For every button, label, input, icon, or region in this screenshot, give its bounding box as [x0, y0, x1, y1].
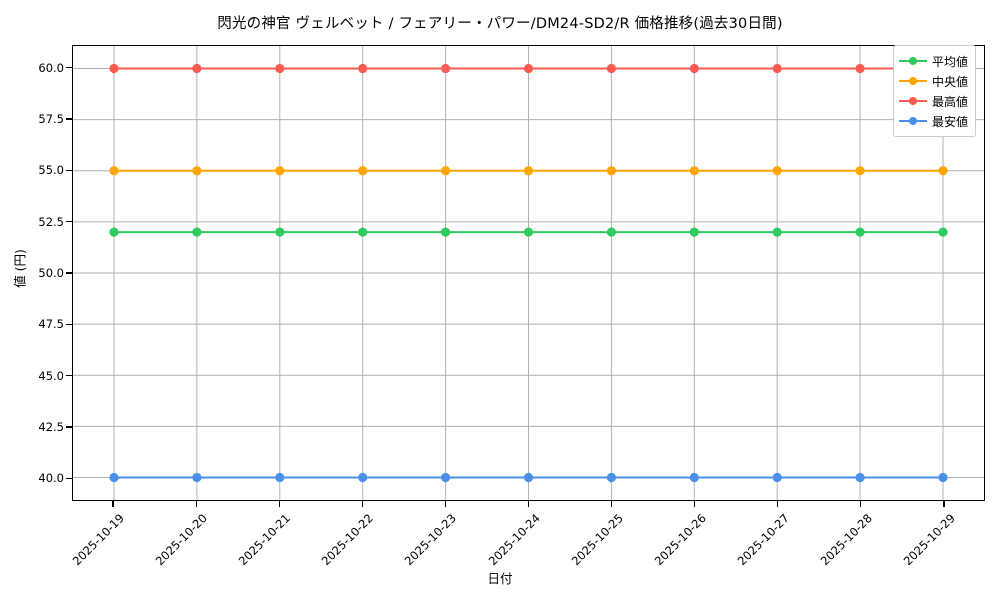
y-axis-tick-mark [66, 118, 72, 120]
y-axis-tick-labels: 40.0 42.5 45.0 47.5 50.0 52.5 55.0 57.5 60.0 [0, 45, 64, 501]
y-axis-tick-mark [66, 426, 72, 428]
data-point-marker [772, 227, 782, 237]
legend-item-label: 中央値 [932, 74, 969, 89]
x-axis-tick-mark [444, 501, 446, 507]
x-axis-tick-mark [112, 501, 114, 507]
x-axis-tick-mark [195, 501, 197, 507]
data-point-marker [855, 63, 865, 74]
y-axis-tick-label: 52.5 [38, 214, 64, 229]
y-axis-tick-label: 47.5 [38, 317, 64, 332]
legend-swatch-icon [899, 115, 927, 127]
y-axis-tick-mark [66, 272, 72, 274]
data-point-marker [275, 472, 285, 483]
data-point-marker [109, 63, 119, 74]
chart-legend[interactable]: 平均値中央値最高値最安値 [893, 45, 977, 137]
legend-item-最安値[interactable]: 最安値 [899, 111, 968, 131]
data-point-marker [689, 472, 699, 483]
legend-item-平均値[interactable]: 平均値 [899, 51, 968, 71]
y-axis-tick-mark [66, 477, 72, 479]
data-point-marker [358, 166, 368, 176]
y-axis-tick-marks [0, 45, 72, 501]
data-point-marker [938, 472, 948, 483]
data-point-marker [192, 63, 202, 74]
legend-item-label: 最高値 [932, 94, 969, 109]
data-point-marker [938, 166, 948, 176]
data-point-marker [938, 227, 948, 237]
y-axis-title: 値 (円) [12, 249, 28, 288]
y-axis-tick-mark [66, 323, 72, 325]
plot-area [72, 45, 985, 501]
data-point-marker [772, 166, 782, 176]
data-point-marker [441, 63, 451, 74]
data-point-marker [275, 63, 285, 74]
legend-swatch-icon [899, 75, 927, 87]
data-point-marker [192, 166, 202, 176]
data-point-marker [855, 472, 865, 483]
data-point-marker [855, 166, 865, 176]
data-point-marker [523, 166, 534, 176]
y-axis-tick-mark [66, 66, 72, 69]
x-axis-tick-mark [777, 501, 779, 507]
data-point-marker [606, 166, 616, 176]
x-axis-tick-mark [361, 501, 363, 507]
data-point-marker [772, 63, 782, 74]
data-point-marker [441, 166, 451, 176]
data-point-marker [855, 227, 865, 237]
data-point-marker [109, 472, 119, 483]
data-point-marker [358, 472, 368, 483]
data-point-marker [772, 472, 782, 483]
y-axis-tick-mark [66, 375, 72, 377]
data-point-marker [606, 472, 616, 483]
x-axis-tick-mark [694, 501, 696, 507]
data-point-marker [358, 227, 368, 237]
legend-item-中央値[interactable]: 中央値 [899, 71, 968, 91]
data-point-marker [606, 227, 616, 237]
data-point-marker [441, 472, 451, 483]
data-point-marker [606, 63, 616, 74]
data-point-marker [358, 63, 368, 74]
y-axis-tick-label: 45.0 [38, 368, 64, 383]
chart-title: 閃光の神官 ヴェルベット / フェアリー・パワー/DM24-SD2/R 価格推移… [217, 16, 783, 32]
data-point-marker [109, 166, 119, 176]
x-axis-tick-mark [527, 501, 530, 507]
data-point-marker [275, 227, 285, 237]
data-point-marker [523, 63, 534, 74]
data-point-marker [689, 227, 699, 237]
x-axis-title: 日付 [487, 571, 513, 586]
x-axis-tick-mark [610, 501, 613, 507]
y-axis-tick-label: 40.0 [38, 471, 64, 486]
data-point-marker [689, 166, 699, 176]
data-point-marker [523, 472, 534, 483]
data-point-marker [523, 227, 534, 237]
y-axis-tick-label: 42.5 [38, 420, 64, 435]
legend-item-最高値[interactable]: 最高値 [899, 91, 968, 111]
legend-swatch-icon [899, 95, 927, 107]
data-point-marker [441, 227, 451, 237]
x-axis-tick-mark [943, 501, 945, 507]
data-point-marker [192, 227, 202, 237]
x-axis-tick-mark [860, 501, 862, 507]
y-axis-tick-label: 57.5 [38, 111, 64, 126]
y-axis-tick-label: 50.0 [38, 266, 64, 280]
x-axis-tick-labels: 2025-10-19 2025-10-20 2025-10-21 2025-10-22… [70, 501, 985, 600]
legend-item-label: 最安値 [932, 114, 969, 129]
data-point-marker [689, 63, 699, 74]
data-point-marker [192, 472, 202, 483]
y-axis-tick-mark [66, 169, 72, 171]
legend-item-label: 平均値 [932, 54, 969, 69]
legend-swatch-icon [899, 55, 927, 67]
data-series-layer [109, 63, 948, 483]
y-axis-tick-label: 60.0 [38, 60, 64, 75]
data-point-marker [109, 227, 119, 237]
y-axis-tick-mark [66, 221, 72, 223]
data-point-marker [275, 166, 285, 176]
x-axis-tick-mark [278, 501, 280, 507]
y-axis-tick-label: 55.0 [38, 163, 64, 178]
